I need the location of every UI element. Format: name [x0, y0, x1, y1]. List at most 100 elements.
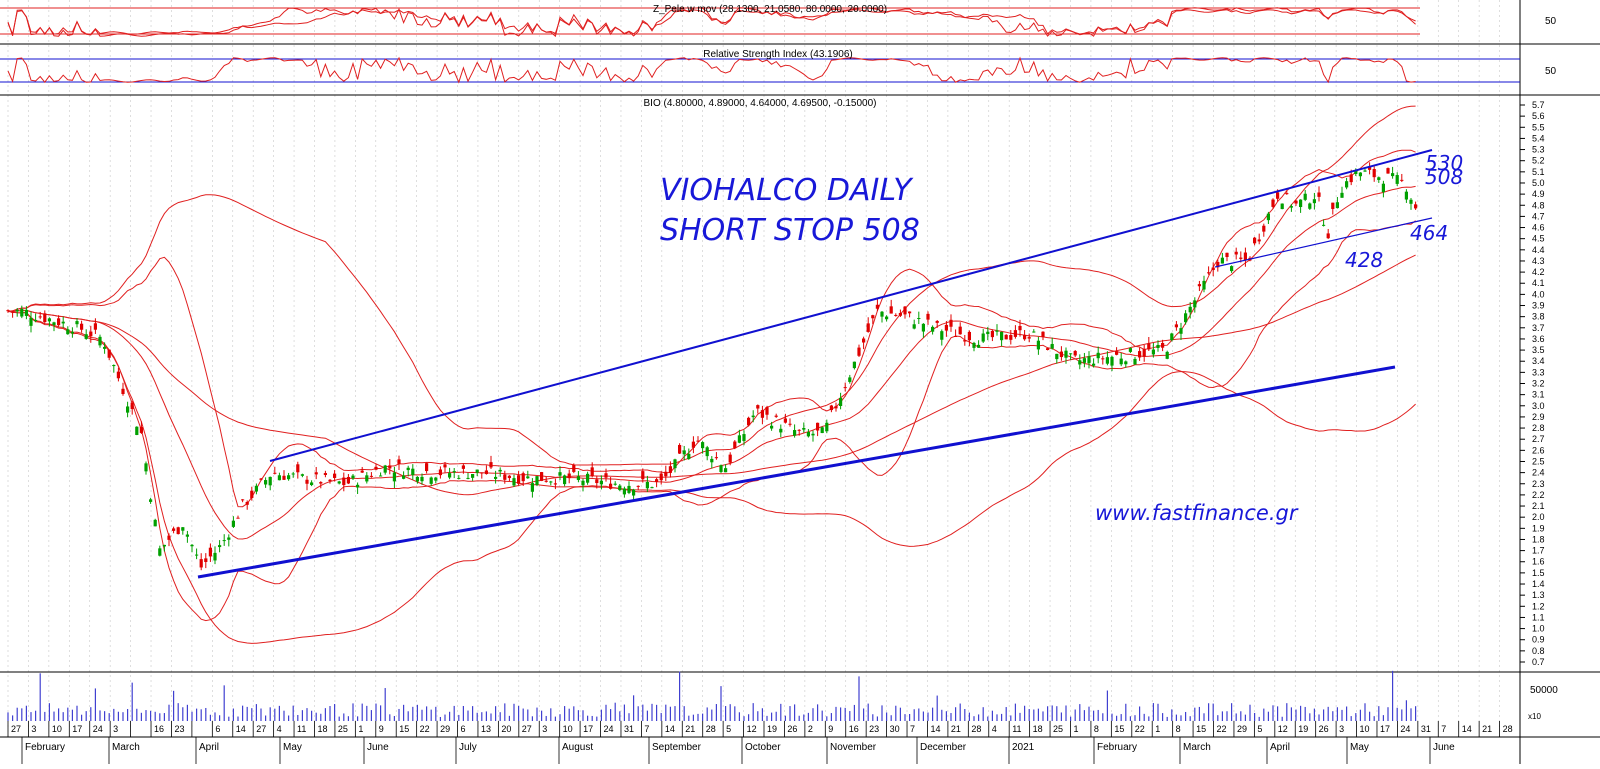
x-day-label: 4	[277, 724, 282, 734]
y-tick-label: 3.1	[1532, 390, 1545, 400]
candle-body	[342, 477, 346, 486]
candle-body	[185, 534, 189, 537]
candle-body	[705, 447, 709, 457]
candle-body	[89, 331, 93, 337]
candle-body	[673, 459, 677, 469]
candle-body	[1018, 325, 1022, 331]
y-tick-label: 1.0	[1532, 624, 1545, 634]
candle-body	[885, 316, 889, 320]
candle-body	[1059, 351, 1063, 358]
candle-body	[241, 499, 245, 501]
candle-body	[664, 471, 668, 477]
candle-body	[20, 308, 24, 317]
x-day-label: 15	[1196, 724, 1206, 734]
y-tick-label: 1.1	[1532, 612, 1545, 622]
candle-body	[337, 481, 341, 484]
candle-body	[452, 471, 456, 473]
x-day-label: 29	[440, 724, 450, 734]
candle-body	[158, 548, 162, 556]
candle-body	[1092, 363, 1096, 366]
x-month-label: April	[1270, 742, 1290, 753]
rsi-line	[7, 56, 1416, 84]
candle-body	[218, 545, 222, 548]
y-tick-label: 2.0	[1532, 512, 1545, 522]
candle-body	[1216, 261, 1220, 268]
candle-body	[1179, 328, 1183, 334]
candle-body	[765, 407, 769, 415]
candle-body	[351, 475, 355, 479]
candle-body	[1115, 351, 1119, 355]
candle-body	[190, 544, 194, 547]
volume-panel: 50000 x10	[7, 670, 1558, 721]
candle-body	[268, 476, 272, 486]
y-tick-label: 2.1	[1532, 501, 1545, 511]
candle-body	[1207, 272, 1211, 274]
candle-body	[866, 323, 870, 332]
candle-body	[530, 483, 534, 492]
candle-body	[848, 377, 852, 382]
candle-body	[572, 464, 576, 472]
candle-body	[1174, 324, 1178, 328]
x-day-label: 11	[1012, 724, 1021, 734]
candle-body	[797, 429, 801, 431]
candle-body	[112, 365, 116, 367]
y-tick-label: 1.4	[1532, 579, 1545, 589]
candle-body	[1285, 193, 1289, 195]
candle-body	[11, 311, 15, 313]
candle-body	[1009, 335, 1013, 340]
candle-body	[843, 387, 847, 389]
annotation-title-2: SHORT STOP 508	[660, 213, 920, 248]
candle-body	[1027, 337, 1031, 339]
candle-body	[1156, 344, 1160, 348]
candle-body	[282, 475, 286, 480]
x-month-label: July	[459, 742, 477, 753]
candle-body	[724, 468, 728, 473]
candle-body	[728, 454, 732, 463]
y-tick-label: 0.9	[1532, 635, 1545, 645]
x-day-label: 26	[787, 724, 797, 734]
candle-body	[627, 485, 631, 493]
candle-body	[1354, 170, 1358, 175]
candle-body	[356, 484, 360, 488]
candle-body	[1087, 356, 1091, 364]
candle-body	[24, 309, 28, 316]
y-tick-label: 0.7	[1532, 657, 1545, 667]
x-day-label: 7	[910, 724, 915, 734]
y-tick-label: 5.4	[1532, 133, 1545, 143]
candle-body	[167, 535, 171, 540]
x-day-label: 12	[1278, 724, 1288, 734]
candle-body	[236, 517, 240, 519]
price-y-axis: 0.70.80.91.01.11.21.31.41.51.61.71.81.92…	[1520, 100, 1545, 667]
candle-body	[130, 402, 134, 410]
candle-body	[406, 467, 410, 471]
candle-body	[1409, 199, 1413, 204]
x-day-label: 24	[1400, 724, 1410, 734]
x-day-label: 14	[665, 724, 675, 734]
candle-body	[908, 311, 912, 314]
candle-body	[47, 318, 51, 322]
candle-body	[1377, 177, 1381, 180]
candle-body	[586, 473, 590, 483]
candle-body	[379, 475, 383, 477]
x-day-label: 25	[338, 724, 348, 734]
x-day-label: 21	[1482, 724, 1492, 734]
candle-body	[6, 310, 10, 312]
candle-body	[222, 540, 226, 542]
candle-body	[57, 318, 61, 326]
rsi-label: Relative Strength Index (43.1906)	[703, 49, 853, 60]
x-month-label: March	[112, 742, 140, 753]
rsi-axis-label: 50	[1545, 66, 1557, 77]
candle-body	[613, 483, 617, 485]
candle-body	[489, 462, 493, 468]
y-tick-label: 3.4	[1532, 356, 1545, 366]
website-watermark: www.fastfinance.gr	[1095, 501, 1299, 525]
y-tick-label: 5.0	[1532, 178, 1545, 188]
candle-body	[779, 428, 783, 433]
candle-body	[1276, 192, 1280, 199]
candle-body	[521, 473, 525, 482]
candle-body	[471, 473, 475, 478]
candle-body	[512, 478, 516, 486]
candle-body	[678, 444, 682, 454]
candle-body	[38, 316, 42, 318]
candle-body	[300, 474, 304, 476]
